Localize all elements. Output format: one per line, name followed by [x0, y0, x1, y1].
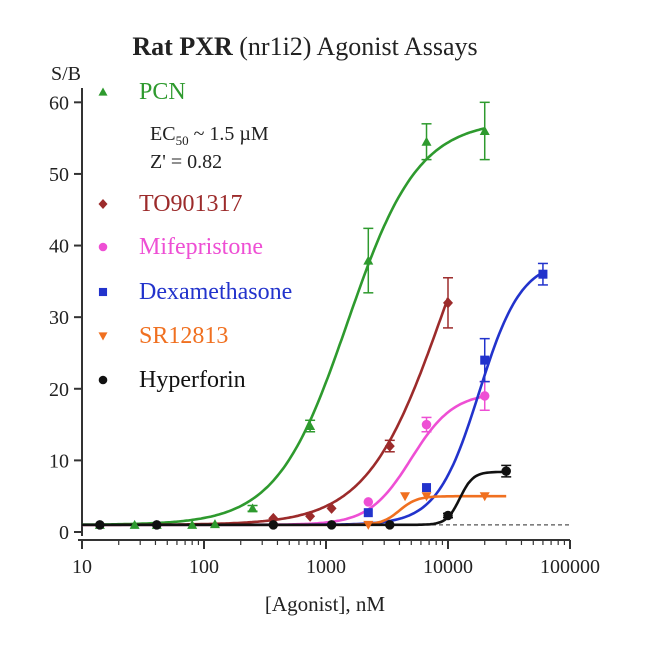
data-point-dexamethasone	[538, 269, 548, 279]
data-point-sr12813	[400, 492, 411, 502]
data-point-hyperforin	[95, 520, 105, 530]
chart-title-bold: Rat PXR	[132, 32, 233, 61]
data-point-sr12813	[363, 520, 374, 530]
x-axis-label: [Agonist], nM	[265, 592, 385, 616]
legend-marker-dexamethasone	[98, 287, 108, 297]
y-tick-label: 60	[49, 92, 69, 114]
y-tick-label: 30	[49, 307, 69, 329]
data-point-pcn	[247, 503, 258, 513]
data-point-pcn	[209, 519, 220, 529]
data-point-pcn	[129, 519, 140, 529]
y-tick-label: 40	[49, 236, 69, 258]
legend-label-pcn: PCN	[139, 79, 186, 105]
data-point-mifepristone	[363, 497, 374, 507]
legend-label-dexamethasone: Dexamethasone	[139, 279, 292, 305]
data-point-hyperforin	[385, 520, 395, 530]
data-point-to901317	[384, 440, 395, 452]
data-point-to901317	[443, 297, 453, 309]
legend-marker-mifepristone	[98, 242, 108, 252]
pcn-annotation: EC50 ~ 1.5 µM Z' = 0.82	[150, 123, 269, 173]
data-point-hyperforin	[501, 466, 511, 476]
x-tick-label: 1000	[306, 556, 346, 578]
ec50-annotation: EC50 ~ 1.5 µM	[150, 123, 269, 148]
y-tick-label: 20	[49, 379, 69, 401]
data-point-dexamethasone	[480, 355, 490, 365]
data-point-hyperforin	[152, 520, 162, 530]
y-tick-label: 10	[49, 450, 69, 472]
legend-label-sr12813: SR12813	[139, 323, 228, 349]
legend-marker-sr12813	[98, 332, 108, 341]
x-tick-label: 100	[189, 556, 219, 578]
data-point-dexamethasone	[422, 483, 432, 493]
data-point-dexamethasone	[363, 508, 373, 518]
y-tick-label: 0	[59, 522, 69, 544]
data-point-sr12813	[479, 492, 490, 502]
data-point-hyperforin	[268, 520, 279, 530]
data-points	[94, 101, 548, 530]
data-point-mifepristone	[421, 419, 432, 430]
data-point-to901317	[326, 502, 337, 514]
x-tick-label: 10000	[423, 556, 473, 578]
chart-title: Rat PXR (nr1i2) Agonist Assays	[132, 32, 477, 61]
data-point-hyperforin	[326, 520, 337, 530]
data-point-sr12813	[421, 492, 432, 502]
data-point-hyperforin	[443, 510, 453, 521]
zprime-annotation: Z' = 0.82	[150, 151, 222, 173]
y-axis-label: S/B	[51, 63, 81, 85]
data-point-mifepristone	[479, 391, 490, 401]
legend-label-hyperforin: Hyperforin	[139, 367, 246, 393]
legend: PCN TO901317 Mifepristone Dexamethasone SR12…	[98, 79, 292, 393]
data-point-pcn	[187, 519, 198, 529]
legend-marker-pcn	[98, 87, 108, 96]
fit-curve-pcn	[82, 127, 485, 526]
chart-title-rest-text: (nr1i2) Agonist Assays	[239, 32, 477, 61]
legend-marker-hyperforin	[98, 375, 108, 385]
data-point-pcn	[363, 255, 374, 265]
legend-label-to901317: TO901317	[139, 191, 243, 217]
legend-marker-to901317	[98, 199, 108, 209]
legend-label-mifepristone: Mifepristone	[139, 234, 263, 260]
data-point-to901317	[305, 510, 316, 522]
y-tick-label: 50	[49, 164, 69, 186]
data-point-pcn	[421, 136, 432, 146]
data-point-pcn	[479, 125, 490, 135]
data-point-pcn	[305, 421, 316, 431]
x-tick-label: 10	[72, 556, 92, 578]
x-tick-label: 100000	[540, 556, 600, 578]
